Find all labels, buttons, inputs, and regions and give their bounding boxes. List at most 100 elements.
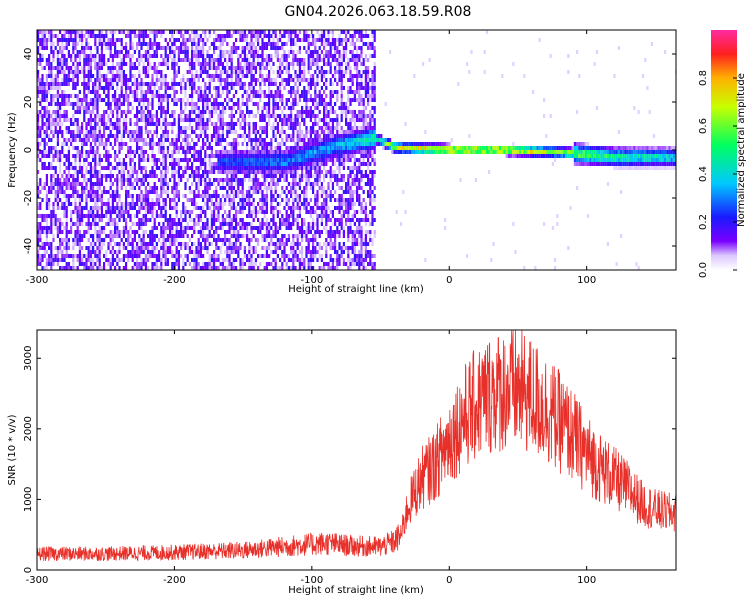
spectrogram-cell [199,158,202,162]
spectrogram-cell [263,90,266,94]
spectrogram-cell [155,242,158,246]
spectrogram-cell [228,34,231,38]
spectrogram-cell [263,154,266,158]
spectrogram-cell [166,42,169,46]
spectrogram-cell [213,126,216,130]
spectrogram-cell [136,106,139,110]
spectrogram-cell [309,238,312,242]
spectrogram-cell [235,38,238,42]
spectrogram-cell [131,138,134,142]
spectrogram-cell [151,82,154,86]
spectrogram-cell [144,122,147,126]
spectrogram-cell [213,102,216,106]
spectrogram-cell [103,134,106,138]
spectrogram-cell [153,130,156,134]
spectrogram-cell [252,206,255,210]
spectrogram-cell [74,46,77,50]
spectrogram-cell [70,34,73,38]
spectrogram-cell [87,122,90,126]
spectrogram-cell [142,234,145,238]
spectrogram-cell [92,206,95,210]
spectrogram-cell [290,38,293,42]
spectrogram-cell [257,158,260,162]
spectrogram-cell [41,34,44,38]
spectrogram-cell [188,82,191,86]
spectrogram-cell [228,218,231,222]
spectrogram-cell [204,106,207,110]
spectrogram-cell [70,254,73,258]
spectrogram-cell [111,82,114,86]
spectrogram-cell [296,258,299,262]
spectrogram-cell [213,218,216,222]
spectrogram-cell [204,58,207,62]
spectrogram-cell [105,46,108,50]
spectrogram-cell [131,106,134,110]
spectrogram-cell [138,30,141,34]
spectrogram-cell [294,42,297,46]
spectrogram-cell [184,242,187,246]
spectrogram-cell [92,190,95,194]
spectrogram-cell [144,50,147,54]
spectrogram-cell [56,186,59,190]
spectrogram-cell [45,82,48,86]
spectrogram-cell [184,214,187,218]
spectrogram-cell [41,126,44,130]
spectrogram-cell [116,118,119,122]
spectrogram-cell [279,166,282,170]
spectrogram-cell [270,194,273,198]
spectrogram-cell [283,130,286,134]
spectrogram-cell [199,114,202,118]
spectrogram-cell [87,258,90,262]
spectrogram-cell [219,154,222,158]
spectrogram-cell [169,246,172,250]
spectrogram-cell [131,250,134,254]
spectrogram-cell [202,94,205,98]
spectrogram-cell [67,166,70,170]
spectrogram-cell [235,110,238,114]
spectrogram-cell [202,206,205,210]
spectrogram-cell [254,70,257,74]
spectrogram-cell [169,86,172,90]
spectrogram-cell [268,166,271,170]
spectrogram-cell [228,30,231,34]
spectrogram-cell [213,202,216,206]
spectrogram-cell [230,162,233,166]
spectrogram-cell [243,118,246,122]
spectrogram-cell [257,34,260,38]
spectrogram-cell [301,154,304,158]
spectrogram-cell [268,122,271,126]
spectrogram-cell [61,90,64,94]
spectrogram-cell [224,122,227,126]
spectrogram-cell [221,170,224,174]
spectrogram-cell [76,258,79,262]
spectrogram-cell [296,182,299,186]
spectrogram-cell [186,54,189,58]
spectrogram-cell [120,142,123,146]
spectrogram-cell [235,122,238,126]
spectrogram-cell [283,106,286,110]
spectrogram-cell [217,226,220,230]
spectrogram-cell [76,42,79,46]
spectrogram-cell [45,114,48,118]
spectrogram-cell [202,42,205,46]
spectrogram-cell [122,254,125,258]
spectrogram-cell [193,38,196,42]
spectrogram-cell [81,30,84,34]
spectrogram-cell [136,254,139,258]
spectrogram-cell [237,166,240,170]
spectrogram-cell [257,178,260,182]
spectrogram-cell [151,134,154,138]
spectrogram-cell [228,106,231,110]
spectrogram-cell [127,54,130,58]
spectrogram-cell [74,74,77,78]
spectrogram-cell [171,206,174,210]
spectrogram-cell [81,206,84,210]
spectrogram-cell [144,198,147,202]
spectrogram-cell [120,90,123,94]
spectrogram-cell [67,54,70,58]
spectrogram-cell [265,150,268,154]
spectrogram-cell [199,146,202,150]
spectrogram-cell [265,218,268,222]
spectrogram-cell [254,66,257,70]
spectrogram-cell [175,234,178,238]
